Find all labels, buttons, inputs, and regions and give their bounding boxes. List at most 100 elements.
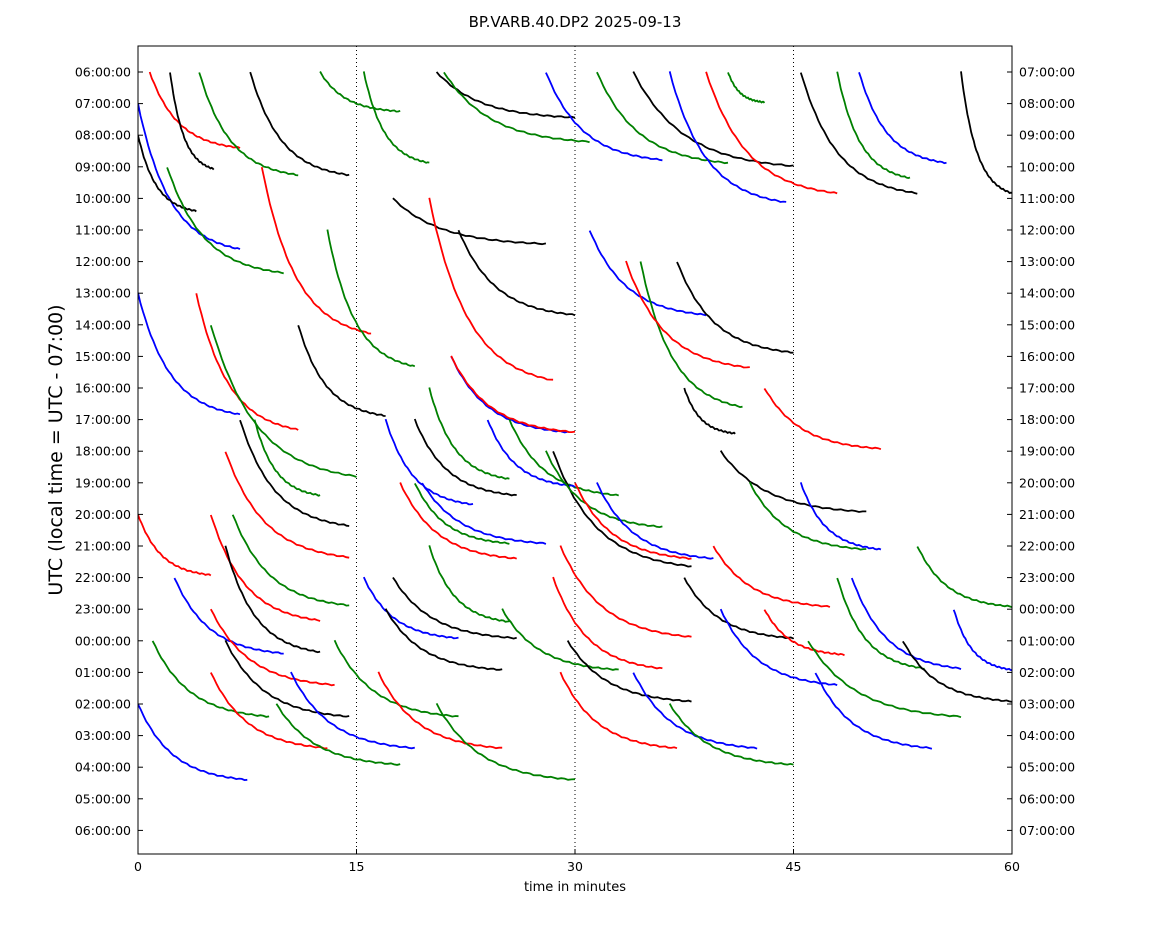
trace-segment bbox=[249, 71, 350, 177]
trace-segment bbox=[552, 576, 663, 670]
left-tick-label: 07:00:00 bbox=[75, 96, 131, 111]
left-tick-label: 22:00:00 bbox=[75, 570, 131, 585]
trace-segment bbox=[858, 72, 947, 165]
trace-segment bbox=[169, 72, 215, 171]
trace-segment bbox=[559, 545, 692, 638]
left-tick-labels: 06:00:00 07:00:00 08:00:00 09:00:00 10:00:00… bbox=[75, 65, 143, 838]
trace-segment bbox=[362, 576, 459, 640]
trace-segment bbox=[588, 230, 707, 317]
trace-segment bbox=[138, 292, 241, 416]
left-tick-label: 08:00:00 bbox=[75, 128, 131, 143]
x-tick-label: 0 bbox=[134, 859, 142, 874]
x-tick-labels: 0 15 30 45 60 bbox=[134, 849, 1020, 874]
left-tick-label: 00:00:00 bbox=[75, 633, 131, 648]
trace-segment bbox=[260, 167, 372, 335]
right-tick-label: 07:00:00 bbox=[1019, 65, 1075, 80]
x-tick-label: 60 bbox=[1004, 859, 1020, 874]
left-tick-label: 17:00:00 bbox=[75, 412, 131, 427]
trace-segment bbox=[545, 72, 663, 162]
left-tick-label: 19:00:00 bbox=[75, 475, 131, 490]
right-tick-label: 01:00:00 bbox=[1019, 633, 1075, 648]
left-tick-label: 11:00:00 bbox=[75, 223, 131, 238]
left-tick-label: 14:00:00 bbox=[75, 317, 131, 332]
right-tick-label: 21:00:00 bbox=[1019, 507, 1075, 522]
left-tick-label: 15:00:00 bbox=[75, 349, 131, 364]
trace-segment bbox=[319, 71, 401, 113]
trace-segment bbox=[428, 545, 510, 623]
trace-segment bbox=[683, 387, 736, 435]
trace-segment bbox=[625, 260, 750, 369]
right-tick-label: 00:00:00 bbox=[1019, 602, 1075, 617]
trace-segment bbox=[683, 577, 794, 640]
trace-segment bbox=[138, 703, 248, 782]
trace-segment bbox=[501, 608, 619, 671]
left-tick-label: 18:00:00 bbox=[75, 444, 131, 459]
trace-segment bbox=[486, 419, 576, 488]
trace-segment bbox=[952, 609, 1012, 672]
right-tick-label: 19:00:00 bbox=[1019, 444, 1075, 459]
trace-segment bbox=[138, 135, 197, 213]
trace-segment bbox=[392, 197, 547, 246]
right-tick-label: 09:00:00 bbox=[1019, 128, 1075, 143]
right-tick-label: 23:00:00 bbox=[1019, 570, 1075, 585]
trace-segment bbox=[138, 103, 241, 250]
trace-segment bbox=[362, 71, 430, 164]
right-tick-label: 12:00:00 bbox=[1019, 223, 1075, 238]
right-tick-label: 04:00:00 bbox=[1019, 728, 1075, 743]
trace-segment bbox=[799, 72, 918, 195]
right-tick-label: 05:00:00 bbox=[1019, 760, 1075, 775]
trace-segment bbox=[668, 71, 787, 203]
right-tick-label: 08:00:00 bbox=[1019, 96, 1075, 111]
trace-segment bbox=[151, 640, 270, 718]
trace-segment bbox=[384, 608, 503, 671]
trace-segment bbox=[712, 545, 831, 608]
trace-segment bbox=[902, 640, 1012, 703]
trace-segment bbox=[836, 71, 911, 180]
left-tick-label: 06:00:00 bbox=[75, 823, 131, 838]
right-tick-label: 03:00:00 bbox=[1019, 697, 1075, 712]
trace-segment bbox=[210, 608, 335, 687]
trace-segment bbox=[333, 639, 459, 718]
x-tick-label: 45 bbox=[786, 859, 802, 874]
trace-segment bbox=[224, 639, 350, 718]
left-tick-label: 20:00:00 bbox=[75, 507, 131, 522]
trace-segment bbox=[224, 451, 350, 559]
left-tick-label: 21:00:00 bbox=[75, 539, 131, 554]
right-tick-label: 20:00:00 bbox=[1019, 475, 1075, 490]
trace-segment bbox=[850, 577, 962, 670]
left-tick-label: 13:00:00 bbox=[75, 286, 131, 301]
right-tick-labels: 07:00:00 08:00:00 09:00:00 10:00:00 11:00:00… bbox=[1007, 65, 1075, 838]
left-tick-label: 01:00:00 bbox=[75, 665, 131, 680]
trace-segment bbox=[148, 71, 241, 149]
gridlines bbox=[356, 46, 794, 854]
trace-segment bbox=[231, 514, 350, 607]
trace-segment bbox=[596, 71, 729, 165]
left-tick-label: 06:00:00 bbox=[75, 65, 131, 80]
trace-segment bbox=[763, 388, 882, 451]
trace-segment bbox=[198, 72, 299, 177]
trace-segment bbox=[763, 609, 845, 657]
trace-segment bbox=[566, 640, 692, 703]
trace-segment bbox=[596, 482, 714, 560]
y-axis-label: UTC (local time = UTC - 07:00) bbox=[45, 304, 67, 595]
trace-segment bbox=[435, 702, 576, 781]
trace-segment bbox=[632, 71, 794, 167]
right-tick-label: 14:00:00 bbox=[1019, 286, 1075, 301]
trace-segment bbox=[814, 672, 933, 750]
trace-segment bbox=[676, 261, 794, 354]
trace-segment bbox=[138, 514, 212, 577]
trace-segment bbox=[916, 546, 1012, 609]
trace-segment bbox=[552, 451, 692, 568]
trace-segment bbox=[807, 640, 962, 719]
trace-segment bbox=[836, 577, 925, 670]
trace-segment bbox=[413, 418, 517, 497]
trace-segment bbox=[748, 481, 867, 551]
left-tick-label: 09:00:00 bbox=[75, 159, 131, 174]
trace-segment bbox=[384, 418, 474, 506]
trace-segment bbox=[457, 229, 576, 317]
trace-segment bbox=[253, 419, 321, 497]
trace-segment bbox=[399, 482, 517, 560]
right-tick-label: 16:00:00 bbox=[1019, 349, 1075, 364]
trace-segment bbox=[574, 482, 692, 560]
